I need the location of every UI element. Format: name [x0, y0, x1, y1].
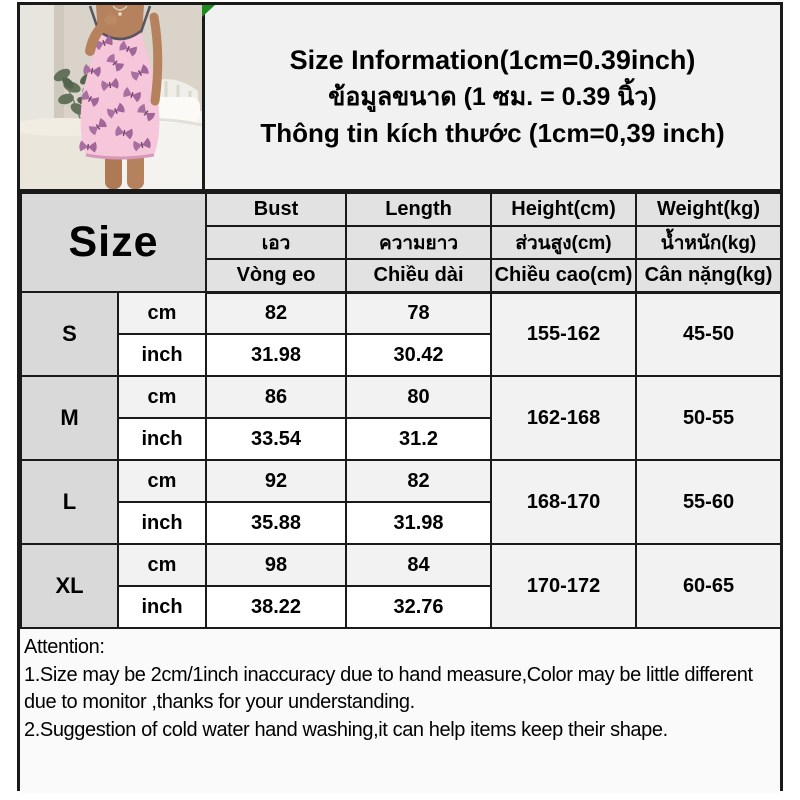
size-label-xl: XL — [20, 543, 119, 629]
attention-line: 1.Size may be 2cm/1inch inaccuracy due t… — [24, 663, 753, 686]
unit-label: cm — [116, 375, 208, 419]
value-length-inch: 32.76 — [345, 585, 493, 629]
unit-label: inch — [116, 501, 208, 545]
col-header-height-th: ส่วนสูง(cm) — [490, 225, 638, 260]
unit-label: cm — [116, 459, 208, 503]
attention-line: due to monitor ,thanks for your understa… — [24, 691, 415, 713]
unit-label: cm — [116, 291, 208, 335]
attention-line: 2.Suggestion of cold water hand washing,… — [24, 718, 668, 741]
col-header-weight-vi: Cân nặng(kg) — [635, 258, 783, 294]
attention-notes: Attention: 1.Size may be 2cm/1inch inacc… — [20, 629, 780, 793]
size-corner-label: Size — [19, 192, 208, 293]
col-header-bust-en: Bust — [205, 192, 348, 227]
unit-label: inch — [116, 333, 208, 377]
value-weight-range: 55-60 — [635, 459, 783, 545]
product-photo-illustration — [20, 5, 202, 189]
unit-label: inch — [116, 585, 208, 629]
value-length-inch: 31.2 — [345, 417, 493, 461]
size-label-s: S — [20, 291, 119, 377]
value-bust-inch: 38.22 — [205, 585, 348, 629]
value-bust-inch: 35.88 — [205, 501, 348, 545]
title-english: Size Information(1cm=0.39inch) — [289, 45, 696, 75]
size-label-l: L — [20, 459, 119, 545]
title-vietnamese: Thông tin kích thước (1cm=0,39 inch) — [260, 118, 725, 148]
col-header-height-en: Height(cm) — [490, 192, 638, 227]
attention-heading: Attention: — [24, 636, 105, 658]
value-length-cm: 84 — [345, 543, 493, 587]
col-header-bust-vi: Vòng eo — [205, 258, 348, 294]
value-height-range: 170-172 — [490, 543, 638, 629]
product-photo — [20, 5, 205, 189]
size-label-m: M — [20, 375, 119, 461]
size-info-title-block: Size Information(1cm=0.39inch) ข้อมูลขนา… — [205, 5, 780, 189]
value-weight-range: 60-65 — [635, 543, 783, 629]
value-bust-cm: 98 — [205, 543, 348, 587]
value-length-inch: 31.98 — [345, 501, 493, 545]
value-bust-inch: 31.98 — [205, 333, 348, 377]
value-height-range: 162-168 — [490, 375, 638, 461]
value-length-inch: 30.42 — [345, 333, 493, 377]
col-header-bust-th: เอว — [205, 225, 348, 260]
value-bust-cm: 82 — [205, 291, 348, 335]
value-weight-range: 50-55 — [635, 375, 783, 461]
col-header-height-vi: Chiều cao(cm) — [490, 258, 638, 294]
value-bust-cm: 92 — [205, 459, 348, 503]
value-bust-cm: 86 — [205, 375, 348, 419]
col-header-weight-en: Weight(kg) — [635, 192, 783, 227]
col-header-weight-th: น้ำหนัก(kg) — [635, 225, 783, 260]
value-length-cm: 78 — [345, 291, 493, 335]
col-header-length-th: ความยาว — [345, 225, 493, 260]
value-height-range: 168-170 — [490, 459, 638, 545]
value-bust-inch: 33.54 — [205, 417, 348, 461]
value-height-range: 155-162 — [490, 291, 638, 377]
value-length-cm: 80 — [345, 375, 493, 419]
size-table: Size Bust Length Height(cm) Weight(kg) เ… — [19, 192, 783, 629]
size-chart-sheet: Size Information(1cm=0.39inch) ข้อมูลขนา… — [17, 2, 783, 793]
value-weight-range: 45-50 — [635, 291, 783, 377]
col-header-length-en: Length — [345, 192, 493, 227]
title-thai: ข้อมูลขนาด (1 ซม. = 0.39 นิ้ว) — [328, 83, 657, 111]
top-section: Size Information(1cm=0.39inch) ข้อมูลขนา… — [20, 5, 780, 192]
unit-label: cm — [116, 543, 208, 587]
col-header-length-vi: Chiều dài — [345, 258, 493, 294]
value-length-cm: 82 — [345, 459, 493, 503]
unit-label: inch — [116, 417, 208, 461]
